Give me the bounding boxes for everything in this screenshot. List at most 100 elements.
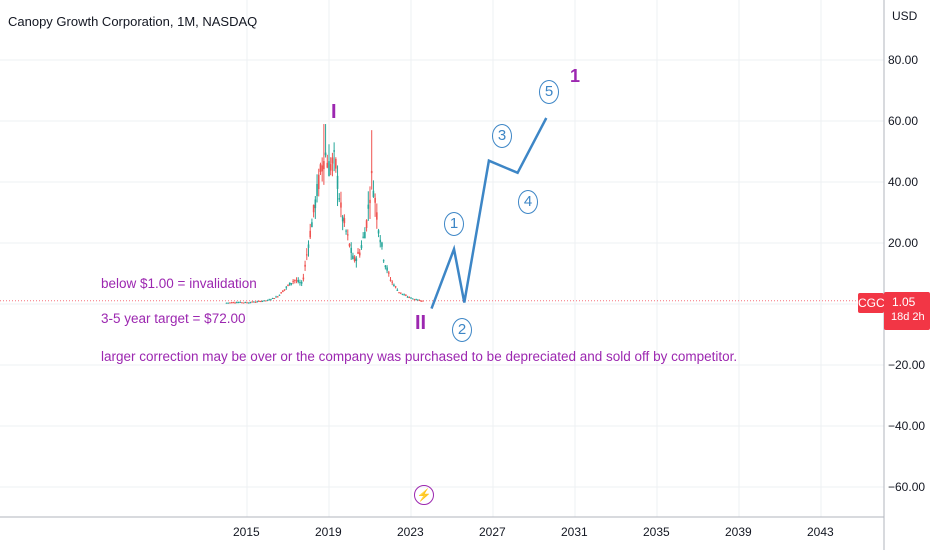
wave-label-5[interactable]: 5: [539, 80, 559, 104]
candle-body: [229, 302, 231, 304]
candle-body: [264, 300, 267, 302]
candle-body: [389, 279, 392, 281]
candle-body: [350, 247, 353, 253]
candle-body: [242, 302, 245, 304]
candle-body: [302, 277, 305, 280]
candle-body: [295, 280, 298, 282]
wave-label-II[interactable]: II: [415, 312, 427, 334]
candle-body: [263, 300, 265, 302]
candle-body: [333, 150, 335, 152]
candle-body: [288, 282, 291, 286]
candle-body: [410, 297, 412, 299]
candle-body: [364, 231, 366, 239]
candle-body: [343, 218, 346, 224]
candle-body: [309, 230, 312, 238]
candle-body: [384, 265, 387, 268]
candle-body: [261, 301, 264, 303]
price-tick-label: −20.00: [888, 358, 926, 372]
candle-body: [352, 255, 354, 259]
candle-body: [282, 290, 284, 293]
candle-body: [253, 301, 255, 303]
time-tick-label: 2023: [397, 525, 424, 539]
candle-body: [319, 164, 322, 172]
projection-line: [430, 117, 548, 310]
candle-body: [321, 165, 323, 172]
candle-body: [266, 299, 269, 301]
candle-body: [287, 284, 289, 286]
candle-body: [348, 243, 351, 247]
candle-body: [259, 301, 262, 303]
price-tick-label: 60.00: [888, 114, 919, 128]
candle-body: [406, 296, 409, 298]
candle-body: [413, 299, 416, 301]
time-tick-label: 2043: [807, 525, 834, 539]
candle-body: [275, 296, 277, 298]
invalidation-note[interactable]: below $1.00 = invalidation: [101, 276, 257, 291]
candle-body: [338, 198, 341, 200]
candle-body: [300, 282, 303, 284]
candle-body: [401, 293, 404, 295]
candle-body: [227, 302, 230, 304]
symbol-title[interactable]: Canopy Growth Corporation, 1M, NASDAQ: [8, 14, 258, 29]
candle-body: [386, 267, 388, 271]
candle-body: [399, 292, 402, 294]
candle-body: [331, 157, 334, 164]
price-tick-label: 40.00: [888, 175, 919, 189]
wave-label-1[interactable]: 1: [444, 212, 464, 236]
comment-note[interactable]: larger correction may be over or the com…: [101, 349, 738, 364]
candle-body: [336, 175, 339, 189]
candle-body: [340, 202, 342, 208]
wave-label-I[interactable]: I: [331, 101, 337, 123]
candle-body: [249, 302, 252, 304]
candle-body: [246, 302, 248, 304]
candle-body: [323, 161, 325, 170]
candle-body: [405, 295, 407, 297]
candle-body: [314, 199, 317, 209]
candle-body: [379, 239, 382, 243]
candle-body: [358, 252, 361, 256]
price-tick-label: 80.00: [888, 53, 919, 67]
candle-body: [357, 251, 359, 254]
candle-body: [393, 284, 395, 287]
candle-body: [360, 245, 363, 249]
candle-body: [396, 289, 399, 291]
candle-body: [297, 280, 300, 283]
candle-body: [326, 162, 329, 168]
candle-body: [415, 299, 417, 301]
time-tick-label: 2035: [643, 525, 670, 539]
time-tick-label: 2039: [725, 525, 752, 539]
wave-label-4[interactable]: 4: [518, 190, 538, 214]
wave-label-2[interactable]: 2: [452, 318, 472, 342]
candle-body: [382, 260, 385, 262]
time-tick-label: 2031: [561, 525, 588, 539]
candle-body: [241, 302, 243, 304]
candle-body: [244, 302, 247, 304]
wave-label-1-major[interactable]: 1: [570, 66, 581, 86]
wave-label-3[interactable]: 3: [492, 124, 512, 148]
last-price-label: 1.05 18d 2h: [884, 292, 930, 330]
candle-body: [280, 292, 282, 294]
candle-body: [411, 298, 414, 300]
candle-body: [239, 301, 241, 303]
candle-body: [316, 183, 318, 197]
candle-body: [391, 281, 394, 283]
last-price-value: 1.05: [892, 295, 916, 309]
grid: [0, 0, 885, 550]
candle-body: [417, 299, 419, 301]
candle-body: [251, 301, 253, 303]
currency-label: USD: [892, 9, 918, 23]
candle-body: [345, 230, 347, 232]
candle-body: [365, 220, 368, 228]
candle-body: [254, 301, 257, 303]
candle-body: [273, 298, 276, 300]
candle-body: [394, 286, 397, 288]
candle-body: [369, 199, 371, 204]
target-note[interactable]: 3-5 year target = $72.00: [101, 311, 246, 326]
candle-body: [381, 242, 383, 247]
ticker-badge: CGC: [858, 293, 885, 313]
lightning-icon[interactable]: ⚡: [414, 485, 434, 505]
candle-body: [335, 158, 337, 169]
bar-countdown: 18d 2h: [891, 311, 925, 323]
